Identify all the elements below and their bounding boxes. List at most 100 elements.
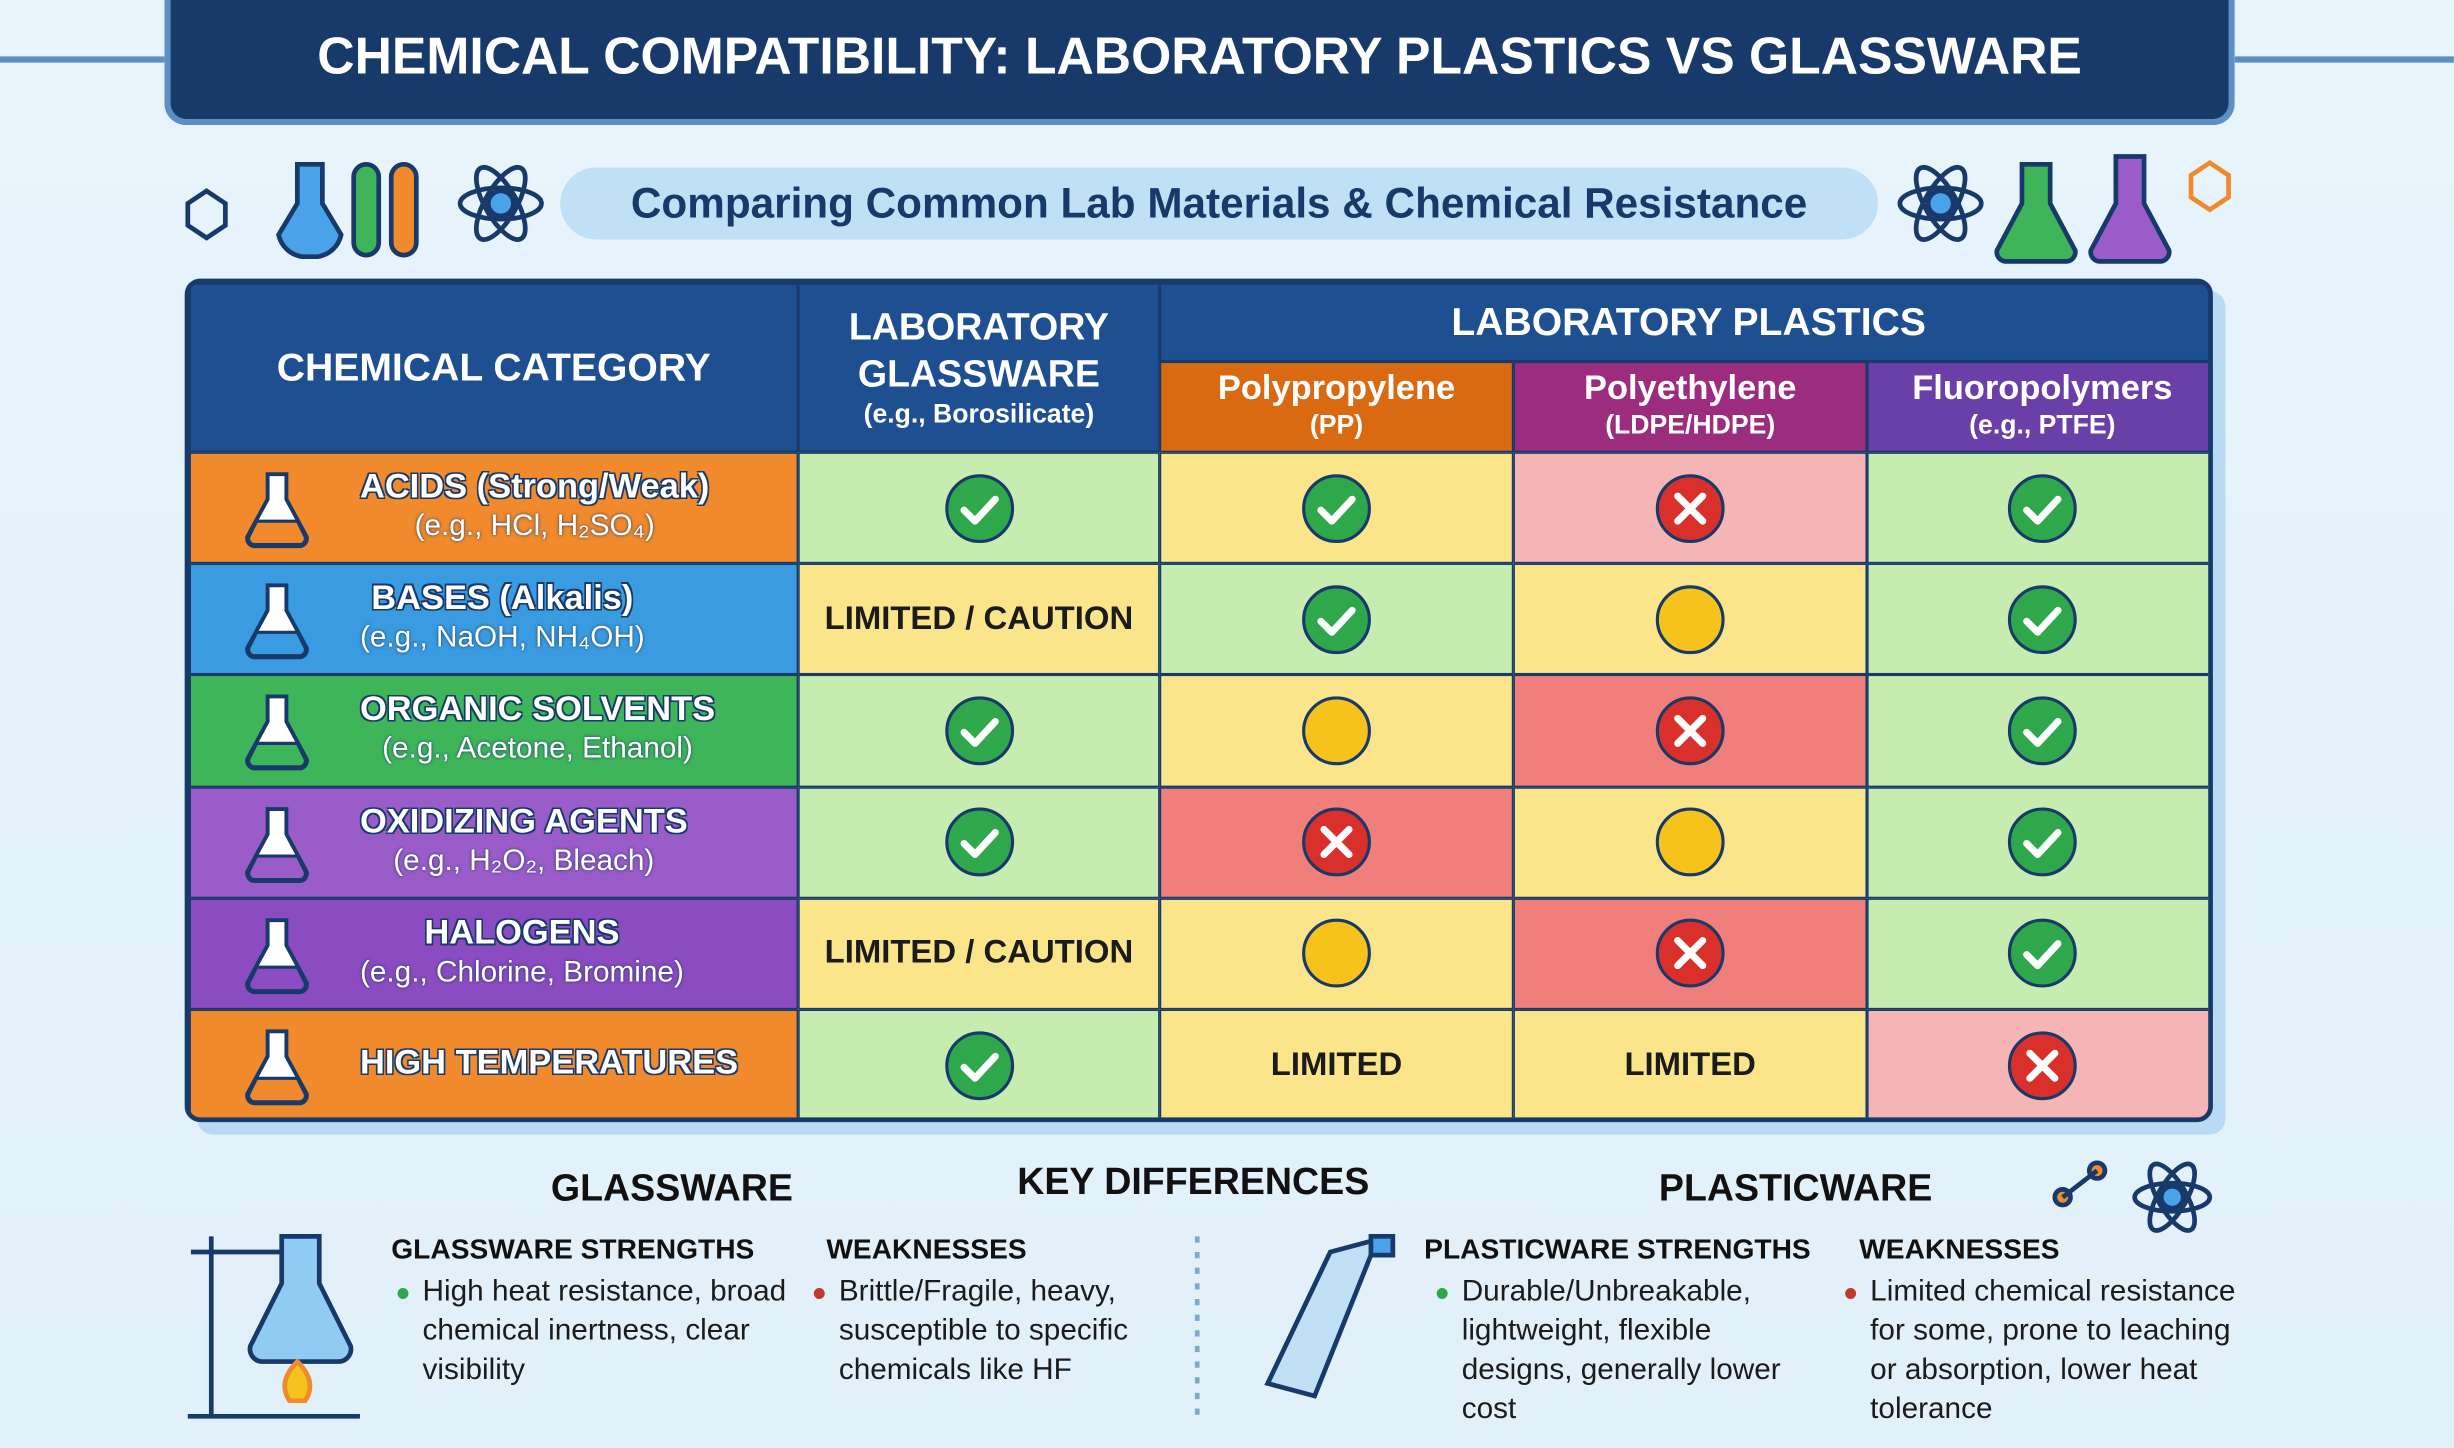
rating-icon	[1654, 806, 1726, 878]
category-examples: (e.g., H₂O₂, Bleach)	[393, 844, 655, 878]
rating-cell	[1867, 786, 2209, 898]
rating-cell	[798, 786, 1160, 898]
category-cell: HALOGENS (e.g., Chlorine, Bromine)	[189, 897, 799, 1010]
rating-icon	[1301, 918, 1373, 990]
rating-icon	[2006, 806, 2078, 878]
rating-icon	[2006, 583, 2078, 655]
header-cell: Fluoropolymers (e.g., PTFE)	[1867, 361, 2209, 453]
rating-cell	[1159, 786, 1514, 898]
rating-text: LIMITED / CAUTION	[824, 934, 1134, 971]
rating-icon	[943, 695, 1015, 767]
rating-cell	[1867, 1009, 2209, 1118]
rating-icon	[1654, 472, 1726, 544]
rating-cell	[1867, 897, 2209, 1010]
category-examples: (e.g., NaOH, NH₄OH)	[359, 621, 645, 655]
header-note: (e.g., Borosilicate)	[863, 399, 1095, 429]
rating-text: LIMITED	[1270, 1046, 1403, 1083]
header-text: Polyethylene	[1584, 367, 1797, 407]
rating-icon	[1654, 918, 1726, 990]
rating-cell: LIMITED	[1159, 1009, 1514, 1118]
rating-icon	[2006, 918, 2078, 990]
rating-cell	[1867, 563, 2209, 676]
subtitle: Comparing Common Lab Materials & Chemica…	[560, 167, 1879, 240]
rating-cell	[1159, 563, 1514, 676]
category-name: ORGANIC SOLVENTS	[359, 689, 716, 729]
category-cell: ORGANIC SOLVENTS (e.g., Acetone, Ethanol)	[189, 675, 799, 787]
category-text: ACIDS (Strong/Weak) (e.g., HCl, H₂SO₄)	[360, 466, 709, 544]
category-cell: BASES (Alkalis) (e.g., NaOH, NH₄OH)	[189, 563, 799, 676]
bullet-text: Brittle/Fragile, heavy, susceptible to s…	[808, 1272, 1176, 1389]
subheading: GLASSWARE STRENGTHS	[391, 1233, 755, 1265]
rating-cell	[1867, 675, 2209, 787]
category-icon	[238, 1022, 316, 1117]
rating-cell	[1159, 452, 1514, 564]
rating-cell	[1513, 675, 1868, 787]
category-text: HALOGENS (e.g., Chlorine, Bromine)	[360, 912, 684, 990]
bullet-text: Durable/Unbreakable, lightweight, flexib…	[1430, 1272, 1790, 1429]
bullet-text: High heat resistance, broad chemical ine…	[391, 1272, 814, 1389]
subheading: WEAKNESSES	[1859, 1233, 2060, 1265]
header-cell: Polypropylene (PP)	[1159, 361, 1514, 453]
bullet-text: Limited chemical resistance for some, pr…	[1839, 1272, 2254, 1429]
rating-cell	[1513, 786, 1868, 898]
header-text: Fluoropolymers	[1912, 367, 2173, 407]
rating-icon	[2006, 472, 2078, 544]
rating-cell	[1513, 563, 1868, 676]
rating-icon	[943, 472, 1015, 544]
header-cell: CHEMICAL CATEGORY	[189, 283, 799, 453]
rating-icon	[1654, 583, 1726, 655]
rating-cell: LIMITED / CAUTION	[798, 897, 1160, 1010]
rating-text: LIMITED / CAUTION	[824, 600, 1134, 637]
rating-icon	[2006, 1029, 2078, 1101]
rating-icon	[1654, 695, 1726, 767]
rating-icon	[943, 806, 1015, 878]
rating-cell	[1513, 897, 1868, 1010]
category-cell: HIGH TEMPERATURES	[189, 1009, 799, 1118]
section-title: PLASTICWARE	[1658, 1167, 1933, 1210]
compatibility-table: CHEMICAL CATEGORY LABORATORY GLASSWARE (…	[184, 278, 2213, 1123]
header-cell: LABORATORY PLASTICS	[1159, 283, 2209, 362]
section-title: KEY DIFFERENCES	[1017, 1161, 1370, 1204]
rating-icon	[1301, 472, 1373, 544]
category-text: HIGH TEMPERATURES	[360, 1042, 738, 1083]
header-note: (PP)	[1309, 410, 1364, 440]
category-icon	[238, 799, 316, 894]
header-cell: Polyethylene (LDPE/HDPE)	[1513, 361, 1868, 453]
category-name: ACIDS (Strong/Weak)	[359, 466, 710, 506]
category-cell: ACIDS (Strong/Weak) (e.g., HCl, H₂SO₄)	[189, 452, 799, 564]
subheading: WEAKNESSES	[826, 1233, 1027, 1265]
category-examples: (e.g., Chlorine, Bromine)	[359, 955, 684, 989]
rating-cell	[1867, 452, 2209, 564]
rating-text: LIMITED	[1624, 1046, 1756, 1083]
rating-cell	[798, 1009, 1160, 1118]
category-name: HIGH TEMPERATURES	[359, 1042, 739, 1082]
rating-icon	[943, 1029, 1015, 1101]
category-name: OXIDIZING AGENTS	[359, 800, 688, 840]
rating-cell	[798, 675, 1160, 787]
rating-icon	[1301, 806, 1373, 878]
category-name: BASES (Alkalis)	[371, 577, 634, 617]
category-examples: (e.g., HCl, H₂SO₄)	[414, 510, 655, 544]
header-text: LABORATORY GLASSWARE	[848, 306, 1109, 396]
category-examples: (e.g., Acetone, Ethanol)	[382, 733, 693, 766]
category-cell: OXIDIZING AGENTS (e.g., H₂O₂, Bleach)	[189, 786, 799, 898]
subheading: PLASTICWARE STRENGTHS	[1424, 1233, 1811, 1265]
category-icon	[238, 688, 316, 783]
rating-cell	[1159, 675, 1514, 787]
category-text: OXIDIZING AGENTS (e.g., H₂O₂, Bleach)	[360, 801, 688, 879]
category-text: ORGANIC SOLVENTS (e.g., Acetone, Ethanol)	[360, 689, 715, 767]
section-title: GLASSWARE	[550, 1167, 793, 1210]
rating-cell	[1513, 452, 1868, 564]
rating-cell: LIMITED	[1513, 1009, 1868, 1118]
rating-icon	[1301, 695, 1373, 767]
category-icon	[238, 911, 316, 1006]
header-cell: LABORATORY GLASSWARE (e.g., Borosilicate…	[798, 283, 1160, 453]
category-icon	[238, 465, 316, 560]
header-text: Polypropylene	[1217, 367, 1456, 407]
header-note: (e.g., PTFE)	[1969, 410, 2116, 440]
rating-icon	[1301, 583, 1373, 655]
category-text: BASES (Alkalis) (e.g., NaOH, NH₄OH)	[360, 578, 645, 656]
category-icon	[238, 576, 316, 671]
